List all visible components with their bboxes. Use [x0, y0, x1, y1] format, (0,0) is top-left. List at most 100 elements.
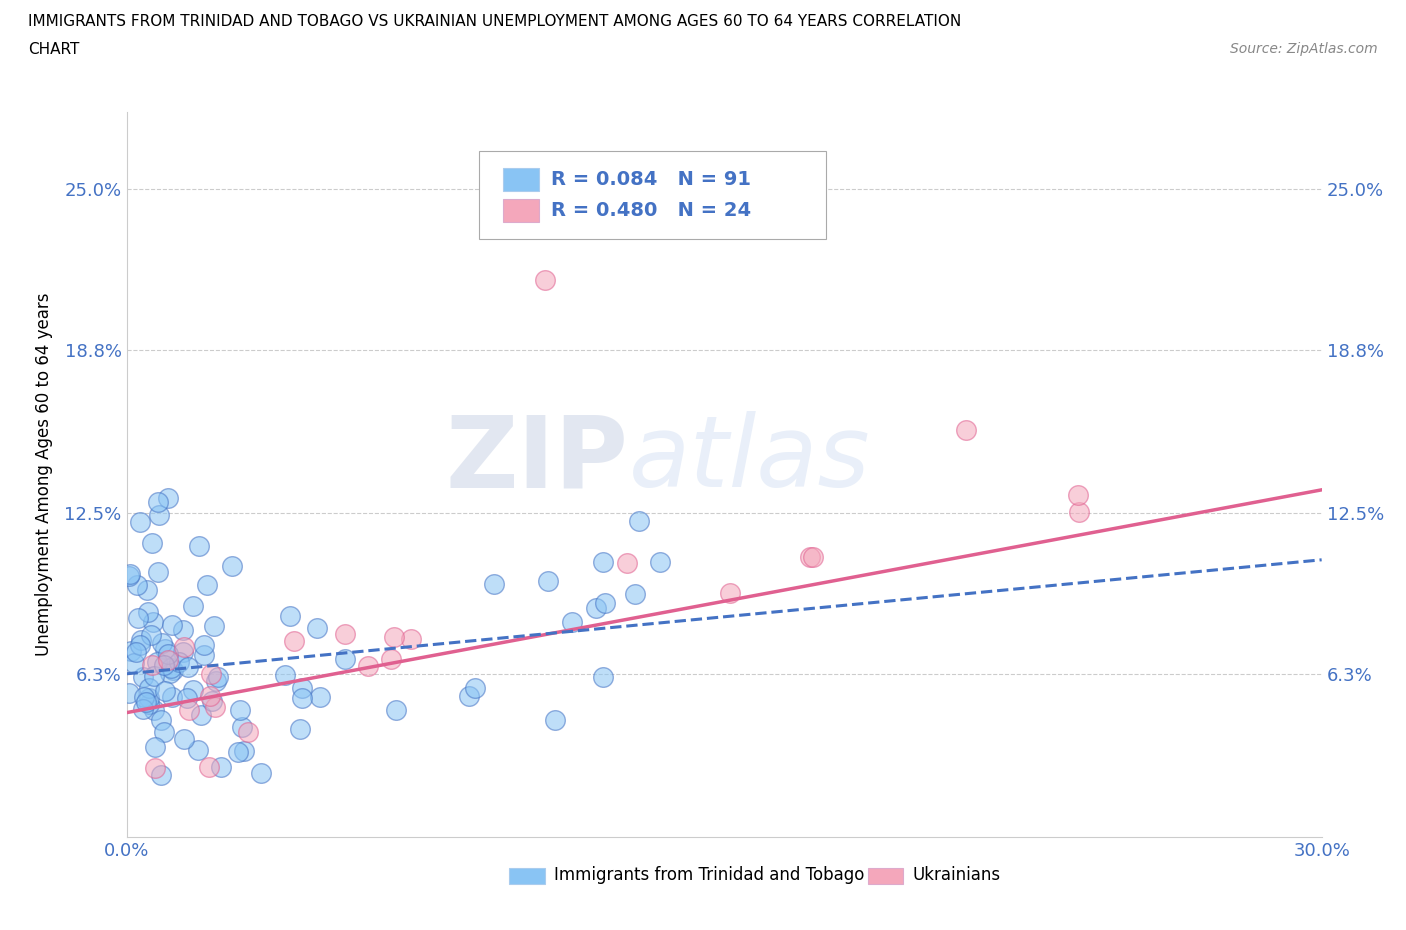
- Point: [148, 495, 170, 510]
- Point: [231, 720, 253, 735]
- Point: [127, 610, 149, 625]
- Point: [382, 630, 405, 644]
- Point: [173, 639, 195, 654]
- Point: [153, 684, 176, 698]
- Point: [200, 666, 222, 681]
- Text: Immigrants from Trinidad and Tobago: Immigrants from Trinidad and Tobago: [554, 867, 865, 884]
- Point: [120, 644, 142, 658]
- Point: [592, 554, 614, 569]
- Point: [142, 615, 165, 630]
- Point: [159, 666, 181, 681]
- Point: [118, 566, 141, 581]
- Text: R = 0.084   N = 91: R = 0.084 N = 91: [551, 170, 751, 190]
- FancyBboxPatch shape: [503, 168, 538, 192]
- Point: [193, 647, 215, 662]
- Point: [648, 554, 671, 569]
- Point: [157, 491, 180, 506]
- Point: [209, 760, 232, 775]
- FancyBboxPatch shape: [503, 199, 538, 222]
- Point: [131, 702, 153, 717]
- Point: [801, 550, 824, 565]
- Point: [160, 661, 183, 676]
- Point: [561, 615, 583, 630]
- Y-axis label: Unemployment Among Ages 60 to 64 years: Unemployment Among Ages 60 to 64 years: [35, 293, 53, 656]
- Point: [380, 652, 402, 667]
- Point: [955, 422, 977, 437]
- Point: [138, 681, 160, 696]
- Point: [193, 638, 215, 653]
- Point: [458, 688, 481, 703]
- Point: [139, 628, 162, 643]
- Point: [173, 731, 195, 746]
- Point: [143, 668, 166, 683]
- Point: [183, 683, 205, 698]
- Point: [305, 620, 328, 635]
- Point: [172, 623, 194, 638]
- Point: [537, 574, 560, 589]
- Point: [187, 538, 209, 553]
- Point: [135, 695, 157, 710]
- Point: [143, 740, 166, 755]
- Point: [204, 700, 226, 715]
- Point: [160, 689, 183, 704]
- Text: ZIP: ZIP: [446, 411, 628, 509]
- Point: [464, 681, 486, 696]
- Point: [129, 637, 152, 652]
- Point: [202, 618, 225, 633]
- Point: [138, 697, 160, 711]
- Text: Ukrainians: Ukrainians: [912, 867, 1001, 884]
- Point: [229, 703, 252, 718]
- Point: [118, 568, 141, 583]
- Point: [1067, 488, 1090, 503]
- Point: [181, 598, 204, 613]
- Point: [198, 688, 221, 703]
- FancyBboxPatch shape: [509, 869, 544, 884]
- Point: [616, 555, 638, 570]
- Point: [195, 578, 218, 592]
- Point: [236, 724, 259, 739]
- Point: [132, 669, 155, 684]
- Point: [283, 633, 305, 648]
- Point: [125, 578, 148, 592]
- Point: [585, 600, 607, 615]
- FancyBboxPatch shape: [868, 869, 903, 884]
- Point: [482, 577, 505, 591]
- Text: atlas: atlas: [628, 411, 870, 509]
- Point: [357, 658, 380, 673]
- FancyBboxPatch shape: [479, 152, 825, 239]
- Point: [290, 681, 312, 696]
- Point: [198, 759, 221, 774]
- Point: [153, 658, 176, 672]
- Text: R = 0.480   N = 24: R = 0.480 N = 24: [551, 201, 751, 219]
- Point: [148, 508, 170, 523]
- Point: [157, 652, 180, 667]
- Point: [232, 743, 254, 758]
- Point: [592, 670, 614, 684]
- Point: [146, 655, 169, 670]
- Point: [333, 652, 356, 667]
- Point: [143, 761, 166, 776]
- Point: [156, 646, 179, 661]
- Point: [593, 595, 616, 610]
- Point: [148, 565, 170, 580]
- Point: [138, 690, 160, 705]
- Point: [1067, 505, 1090, 520]
- Point: [221, 559, 243, 574]
- Point: [167, 654, 190, 669]
- Point: [249, 765, 271, 780]
- Point: [226, 745, 249, 760]
- Point: [128, 515, 150, 530]
- Point: [290, 722, 312, 737]
- Point: [204, 674, 226, 689]
- Point: [153, 724, 176, 739]
- Text: CHART: CHART: [28, 42, 80, 57]
- Point: [385, 703, 408, 718]
- Point: [533, 272, 555, 287]
- Point: [176, 690, 198, 705]
- Point: [628, 513, 651, 528]
- Point: [399, 631, 422, 646]
- Point: [309, 689, 332, 704]
- Point: [124, 644, 146, 659]
- Point: [132, 689, 155, 704]
- Point: [143, 702, 166, 717]
